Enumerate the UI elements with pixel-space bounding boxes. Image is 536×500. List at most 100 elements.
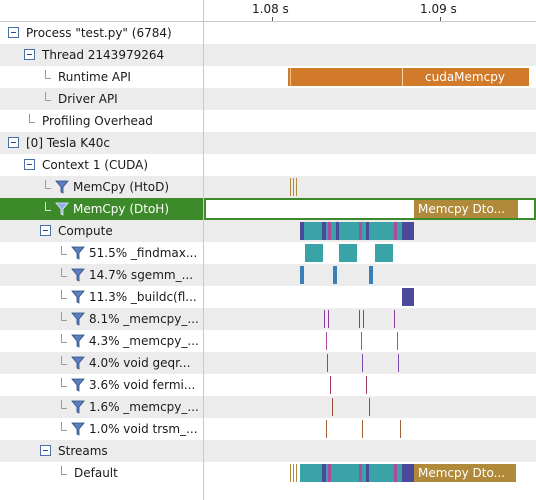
tree-row-memcpy-htod[interactable]: MemCpy (HtoD) — [0, 176, 203, 198]
kernel-bar[interactable] — [369, 266, 373, 284]
timeline-row-process[interactable] — [204, 22, 536, 44]
kernel-bar[interactable] — [369, 398, 370, 416]
stream-bar[interactable] — [293, 464, 294, 482]
timeline-row-kernel[interactable] — [204, 264, 536, 286]
time-ruler[interactable]: 1.08 s 1.09 s — [204, 0, 536, 22]
timeline-row-runtime-api[interactable]: cudaMemcpy — [204, 66, 536, 88]
collapse-icon[interactable] — [24, 49, 35, 60]
kernel-bar[interactable] — [397, 332, 398, 350]
kernel-bar[interactable] — [305, 244, 323, 262]
kernel-bar[interactable] — [394, 310, 395, 328]
kernel-bar[interactable] — [332, 398, 333, 416]
collapse-icon[interactable] — [8, 27, 19, 38]
kernel-bar[interactable] — [363, 310, 364, 328]
tree-row-kernel[interactable]: 4.3% _memcpy_... — [0, 330, 203, 352]
compute-bar[interactable] — [322, 222, 326, 240]
runtime-api-bar[interactable] — [288, 68, 402, 86]
cudamemcpy-bar[interactable]: cudaMemcpy — [402, 68, 529, 86]
kernel-bar[interactable] — [324, 310, 325, 328]
tree-row-kernel[interactable]: 4.0% void geqr... — [0, 352, 203, 374]
collapse-icon[interactable] — [8, 137, 19, 148]
timeline-row-default-stream[interactable]: Memcpy Dto... — [204, 462, 536, 484]
kernel-bar[interactable] — [328, 310, 329, 328]
compute-bar[interactable] — [328, 222, 331, 240]
timeline-row-kernel[interactable] — [204, 396, 536, 418]
compute-bar[interactable] — [359, 222, 362, 240]
compute-bar[interactable] — [300, 222, 304, 240]
tree-row-kernel[interactable]: 11.3% _buildc(fl... — [0, 286, 203, 308]
collapse-icon[interactable] — [24, 159, 35, 170]
compute-bar[interactable] — [402, 222, 414, 240]
timeline-row-kernel[interactable] — [204, 352, 536, 374]
stream-bar[interactable] — [328, 464, 331, 482]
htod-bar[interactable] — [296, 178, 297, 196]
tree-row-context[interactable]: Context 1 (CUDA) — [0, 154, 203, 176]
htod-bar[interactable] — [293, 178, 294, 196]
kernel-bar[interactable] — [326, 332, 327, 350]
timeline-row-profiling-overhead[interactable] — [204, 110, 536, 132]
timeline-panel[interactable]: 1.08 s 1.09 s cudaMemcpy Memcpy Dto... — [204, 0, 536, 500]
timeline-row-device[interactable] — [204, 132, 536, 154]
tree-row-streams[interactable]: Streams — [0, 440, 203, 462]
tree-row-kernel[interactable]: 1.0% void trsm_... — [0, 418, 203, 440]
stream-bar[interactable] — [402, 464, 414, 482]
kernel-bar[interactable] — [333, 266, 337, 284]
compute-bar[interactable] — [336, 222, 339, 240]
timeline-row-kernel[interactable] — [204, 286, 536, 308]
kernel-bar[interactable] — [326, 420, 327, 438]
stream-bar[interactable] — [322, 464, 326, 482]
tree-row-kernel[interactable]: 3.6% void fermi... — [0, 374, 203, 396]
timeline-row-memcpy-dtoh[interactable]: Memcpy Dto... — [204, 198, 536, 220]
tree-row-memcpy-dtoh[interactable]: MemCpy (DtoH) — [0, 198, 203, 220]
compute-bar[interactable] — [394, 222, 397, 240]
timeline-row-kernel[interactable] — [204, 418, 536, 440]
kernel-bar[interactable] — [339, 244, 357, 262]
stream-bar[interactable] — [366, 464, 369, 482]
stream-bar[interactable] — [359, 464, 362, 482]
kernel-bar[interactable] — [402, 288, 414, 306]
timeline-row-compute[interactable] — [204, 220, 536, 242]
collapse-icon[interactable] — [40, 225, 51, 236]
stream-bar[interactable] — [394, 464, 397, 482]
timeline-row-kernel[interactable] — [204, 374, 536, 396]
stream-memcpy-bar[interactable]: Memcpy Dto... — [414, 464, 516, 482]
kernel-bar[interactable] — [362, 420, 363, 438]
timeline-row-thread[interactable] — [204, 44, 536, 66]
tree-row-compute[interactable]: Compute — [0, 220, 203, 242]
kernel-bar[interactable] — [330, 376, 331, 394]
dtoh-bar[interactable]: Memcpy Dto... — [414, 200, 518, 218]
compute-bar[interactable] — [366, 222, 369, 240]
tree-row-process[interactable]: Process "test.py" (6784) — [0, 22, 203, 44]
kernel-bar[interactable] — [327, 354, 328, 372]
stream-bar[interactable] — [290, 464, 291, 482]
tree-row-default-stream[interactable]: Default — [0, 462, 203, 484]
tree-row-kernel[interactable]: 51.5% _findmax... — [0, 242, 203, 264]
timeline-row-streams[interactable] — [204, 440, 536, 462]
tree-row-kernel[interactable]: 14.7% sgemm_... — [0, 264, 203, 286]
kernel-bar[interactable] — [400, 420, 401, 438]
collapse-icon[interactable] — [40, 445, 51, 456]
timeline-row-context[interactable] — [204, 154, 536, 176]
timeline-row-kernel[interactable] — [204, 308, 536, 330]
tree-row-profiling-overhead[interactable]: Profiling Overhead — [0, 110, 203, 132]
tree-row-kernel[interactable]: 1.6% _memcpy_... — [0, 396, 203, 418]
timeline-row-kernel[interactable] — [204, 242, 536, 264]
kernel-bar[interactable] — [366, 376, 367, 394]
timeline-row-kernel[interactable] — [204, 330, 536, 352]
kernel-bar[interactable] — [361, 332, 362, 350]
tree-row-runtime-api[interactable]: Runtime API — [0, 66, 203, 88]
htod-bar[interactable] — [290, 178, 291, 196]
tree-row-driver-api[interactable]: Driver API — [0, 88, 203, 110]
kernel-bar[interactable] — [300, 266, 304, 284]
kernel-bar[interactable] — [362, 354, 363, 372]
kernel-bar[interactable] — [398, 354, 399, 372]
stream-bar[interactable] — [296, 464, 297, 482]
panel-splitter[interactable] — [203, 0, 204, 500]
tree-row-thread[interactable]: Thread 2143979264 — [0, 44, 203, 66]
tree-row-device[interactable]: [0] Tesla K40c — [0, 132, 203, 154]
timeline-row-memcpy-htod[interactable] — [204, 176, 536, 198]
kernel-bar[interactable] — [359, 310, 360, 328]
timeline-row-driver-api[interactable] — [204, 88, 536, 110]
kernel-bar[interactable] — [375, 244, 393, 262]
tree-row-kernel[interactable]: 8.1% _memcpy_... — [0, 308, 203, 330]
